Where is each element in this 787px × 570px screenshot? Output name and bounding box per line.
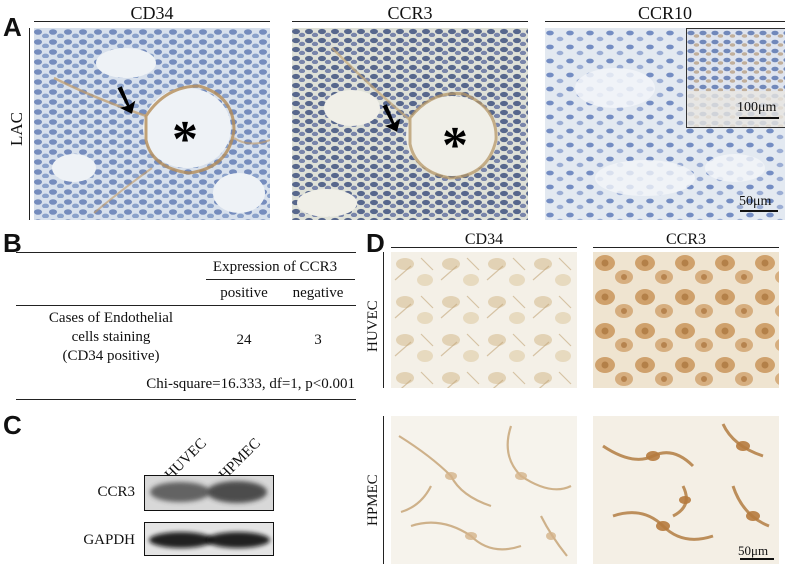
band-label-gapdh: GAPDH <box>83 532 135 548</box>
panel-d-title-cd34: CD34 <box>464 231 504 248</box>
panel-a-cd34-micrograph: ➘ * <box>34 28 270 220</box>
panel-a-scale-bar <box>740 210 778 212</box>
panel-d-scale-label: 50μm <box>738 543 769 558</box>
panel-c-letter: C <box>3 410 22 440</box>
table-subheader-positive: positive <box>220 285 268 301</box>
panel-a-ccr10-micrograph: 100μm 50μm <box>545 28 785 220</box>
panel-d-rule-cd34 <box>391 247 577 248</box>
panel-d-row-rule-huvec <box>383 252 384 388</box>
inset-scale-label: 100μm <box>737 100 777 115</box>
panel-a-row-label: LAC <box>7 112 26 146</box>
panel-d-row-label-hpmec: HPMEC <box>365 474 381 526</box>
panel-d-rule-ccr3 <box>593 247 779 248</box>
panel-d-letter: D <box>366 228 385 258</box>
table-value-positive: 24 <box>236 332 252 348</box>
panel-a-row-rule <box>29 28 30 220</box>
table-row-label-line1: Cases of Endothelial <box>48 310 174 326</box>
huvec-cd34-micrograph <box>391 252 577 388</box>
inset-scale-bar <box>739 117 779 119</box>
panel-a-rule-cd34 <box>34 21 270 22</box>
panel-d-row-rule-hpmec <box>383 416 384 564</box>
hpmec-ccr3-micrograph: 50μm <box>593 416 779 564</box>
table-header-rule <box>206 279 355 280</box>
panel-d-title-ccr3: CCR3 <box>665 231 706 248</box>
huvec-ccr3-micrograph <box>593 252 779 388</box>
ccr3-blot <box>144 475 274 511</box>
table-subheader-rule <box>16 305 356 306</box>
table-row-label-line2: cells staining <box>71 329 151 345</box>
table-row-label-line3: (CD34 positive) <box>62 348 160 364</box>
panel-a-rule-ccr10 <box>545 21 785 22</box>
band-label-ccr3: CCR3 <box>97 484 135 500</box>
table-top-rule <box>16 252 356 253</box>
panel-a-title-ccr3: CCR3 <box>387 3 433 23</box>
asterisk-icon: * <box>172 111 198 168</box>
panel-a-title-cd34: CD34 <box>130 3 174 23</box>
panel-a-scale-label: 50μm <box>739 194 772 209</box>
table-subheader-negative: negative <box>292 285 344 301</box>
asterisk-icon: * <box>442 117 468 174</box>
table-bottom-rule <box>16 399 356 400</box>
panel-a-letter: A <box>3 12 22 42</box>
panel-b-letter: B <box>3 228 22 258</box>
table-value-negative: 3 <box>314 332 322 348</box>
panel-a-title-ccr10: CCR10 <box>637 3 693 23</box>
hpmec-cd34-micrograph <box>391 416 577 564</box>
table-footer: Chi-square=16.333, df=1, p<0.001 <box>146 376 355 392</box>
panel-d-scale-bar <box>740 558 774 560</box>
table-header: Expression of CCR3 <box>212 259 338 275</box>
ccr10-inset: 100μm <box>686 28 785 128</box>
gapdh-blot <box>144 522 274 556</box>
panel-a-ccr3-micrograph: ➘ * <box>292 28 528 220</box>
panel-a-rule-ccr3 <box>292 21 528 22</box>
panel-d-row-label-huvec: HUVEC <box>365 300 381 352</box>
